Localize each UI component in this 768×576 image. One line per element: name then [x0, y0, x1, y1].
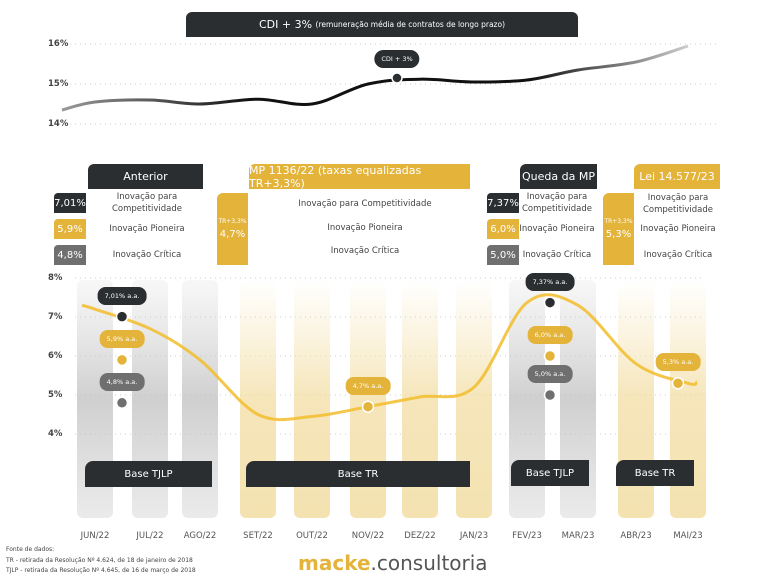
y-tick: 14%: [48, 119, 69, 129]
cdi-point: [391, 72, 403, 84]
data-point: [543, 349, 557, 363]
data-label: 5,0% a.a.: [527, 365, 573, 383]
bar-DEZ/22: [402, 280, 438, 518]
data-point: [115, 310, 129, 323]
bar-JAN/23: [456, 280, 492, 518]
rate-line: [81, 293, 698, 422]
data-label: 6,0% a.a.: [527, 326, 573, 344]
x-tick: MAR/23: [561, 531, 595, 541]
data-point: [543, 296, 557, 309]
source-title: Fonte de dados:: [6, 546, 55, 553]
category-label: Inovação Crítica: [522, 250, 592, 260]
rate-badge: 6,0%: [487, 219, 519, 239]
period-header: MP 1136/22 (taxas equalizadas TR+3,3%): [249, 164, 470, 190]
source-tjlp: TJLP - retirada da Resolução Nº 4.645, d…: [6, 567, 196, 574]
top-chart-title: CDI + 3% (remuneração média de contratos…: [186, 12, 578, 37]
bar-SET/22: [240, 280, 276, 518]
x-tick: FEV/23: [512, 531, 542, 541]
category-label: Inovação Crítica: [112, 250, 182, 260]
rate-badge: 5,0%: [487, 245, 519, 265]
x-tick: JUN/22: [80, 531, 110, 541]
rate-badge: 7,37%: [487, 193, 519, 213]
y-tick: 5%: [48, 390, 63, 400]
rate-badge: 5,9%: [54, 219, 86, 239]
category-label: Inovação para Competitividade: [298, 199, 432, 209]
cdi-annotation: CDI + 3%: [374, 50, 420, 68]
category-label: Inovação Pioneira: [327, 223, 403, 233]
cdi-line: [61, 44, 689, 112]
bar-ABR/23: [618, 280, 654, 518]
rate-badge: TR+3,3% 4,7%: [217, 193, 248, 265]
y-tick: 6%: [48, 351, 63, 361]
category-label: Inovação Pioneira: [519, 224, 595, 234]
data-point: [543, 388, 557, 402]
category-label: Inovação Crítica: [643, 250, 713, 260]
x-tick: OUT/22: [296, 531, 328, 541]
bar-NOV/22: [350, 280, 386, 518]
rate-badge: TR+3,3% 5,3%: [603, 193, 634, 265]
bar-OUT/22: [294, 280, 330, 518]
y-tick: 8%: [48, 273, 63, 283]
period-header: Queda da MP: [520, 164, 597, 189]
x-tick: SET/22: [243, 531, 273, 541]
rate-badge: 7,01%: [54, 193, 86, 213]
title-sub: (remuneração média de contratos de longo…: [315, 20, 506, 29]
category-label: Inovação para Competitividade: [642, 193, 714, 215]
bar-AGO/22: [182, 280, 218, 518]
y-tick: 7%: [48, 312, 63, 322]
category-label: Inovação Pioneira: [109, 224, 185, 234]
category-label: Inovação para Competitividade: [111, 192, 183, 214]
data-label: 7,01% a.a.: [97, 286, 147, 305]
data-label: 7,37% a.a.: [525, 272, 575, 291]
x-tick: JUL/22: [136, 531, 164, 541]
base-label: Base TR: [616, 460, 694, 486]
x-tick: JAN/23: [459, 531, 489, 541]
x-tick: ABR/23: [620, 531, 652, 541]
x-tick: MAI/23: [673, 531, 703, 541]
data-label: 4,8% a.a.: [99, 372, 145, 391]
data-label: 5,3% a.a.: [655, 353, 701, 372]
period-header: Lei 14.577/23: [634, 164, 720, 189]
data-point: [115, 396, 129, 410]
title-main: CDI + 3%: [258, 18, 313, 31]
y-tick: 15%: [48, 79, 69, 89]
base-label: Base TR: [246, 461, 470, 487]
data-point: [115, 353, 129, 367]
source-tr: TR - retirada da Resolução Nº 4.624, de …: [6, 557, 193, 564]
category-label: Inovação Pioneira: [640, 224, 716, 234]
category-label: Inovação Crítica: [330, 246, 400, 256]
data-label: 4,7% a.a.: [345, 376, 391, 395]
bar-MAI/23: [670, 280, 706, 518]
data-point: [361, 400, 375, 413]
y-tick: 16%: [48, 39, 69, 49]
base-label: Base TJLP: [511, 460, 589, 486]
data-point: [671, 377, 685, 390]
period-header: Anterior: [88, 164, 203, 189]
category-label: Inovação para Competitividade: [521, 192, 593, 214]
base-label: Base TJLP: [85, 461, 212, 487]
data-label: 5,9% a.a.: [99, 329, 145, 348]
logo: macke.consultoria: [298, 551, 488, 575]
y-tick: 4%: [48, 429, 63, 439]
x-tick: AGO/22: [183, 531, 217, 541]
x-tick: DEZ/22: [404, 531, 436, 541]
rate-badge: 4,8%: [54, 245, 86, 265]
x-tick: NOV/22: [351, 531, 385, 541]
